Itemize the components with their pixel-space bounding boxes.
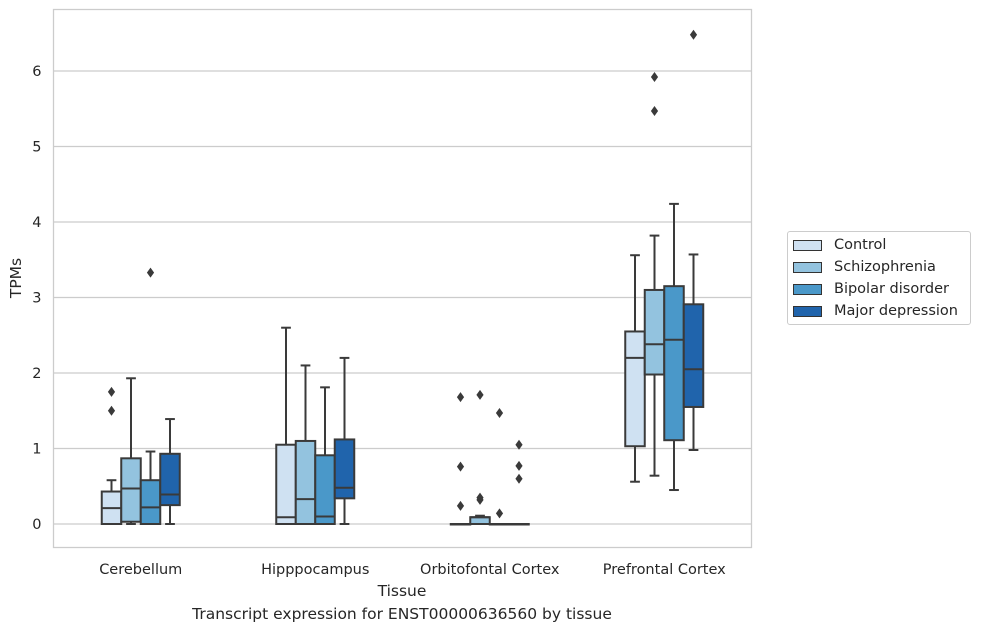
legend-label: Control [834, 237, 887, 253]
y-tick-label: 4 [32, 215, 41, 231]
y-tick-label: 0 [32, 517, 41, 533]
x-axis-title: Tissue [377, 582, 427, 600]
outlier-point [495, 408, 504, 419]
box [314, 454, 336, 526]
y-tick-label: 6 [32, 64, 41, 80]
y-tick-label: 2 [32, 366, 41, 382]
x-tick-label: Hipppocampus [261, 562, 369, 578]
outlier-point [146, 267, 155, 278]
chart-caption: Transcript expression for ENST0000063656… [192, 605, 612, 623]
y-tick-label: 5 [32, 140, 41, 156]
outlier-point [476, 492, 484, 503]
box [469, 516, 491, 526]
outlier-point [495, 508, 504, 519]
legend-item-schizophrenia: Schizophrenia [793, 257, 936, 277]
x-tick-label: Cerebellum [99, 562, 182, 578]
legend-label: Schizophrenia [834, 259, 936, 275]
x-tick-label: Prefrontal Cortex [603, 562, 726, 578]
y-tick-label: 3 [32, 291, 41, 307]
legend-label: Bipolar disorder [834, 281, 949, 297]
box [624, 330, 646, 448]
outlier-point [476, 389, 484, 400]
legend-swatch [793, 261, 822, 273]
box [294, 439, 317, 526]
legend-label: Major depression [834, 303, 958, 319]
legend-swatch [793, 283, 822, 295]
outlier-point [650, 72, 659, 83]
legend-swatch [793, 305, 822, 317]
plot-frame [52, 8, 753, 549]
outlier-point [689, 29, 698, 40]
box [682, 303, 705, 408]
outlier-point [107, 386, 116, 397]
box [333, 438, 356, 500]
box [663, 285, 685, 442]
legend: Control Schizophrenia Bipolar disorder M… [787, 231, 971, 325]
box [275, 443, 297, 526]
legend-swatch [793, 239, 822, 251]
legend-item-major-depression: Major depression [793, 301, 958, 321]
outlier-point [456, 392, 465, 403]
outlier-point [107, 405, 116, 416]
box [120, 457, 142, 523]
box [159, 452, 181, 507]
outlier-point [515, 460, 523, 471]
tick-labels: 0 1 2 3 4 5 6 Cerebellum Hipppocampus Orbitofonta… [32, 64, 726, 578]
box [139, 479, 162, 525]
boxes [100, 29, 705, 526]
outlier-point [456, 461, 465, 472]
y-axis-title: TPMs [7, 258, 25, 299]
legend-item-bipolar-disorder: Bipolar disorder [793, 279, 949, 299]
box [643, 288, 666, 376]
outlier-point [650, 106, 659, 117]
y-tick-label: 1 [32, 442, 41, 458]
x-tick-label: Orbitofontal Cortex [420, 562, 560, 578]
legend-item-control: Control [793, 235, 886, 255]
outlier-point [456, 500, 465, 511]
outlier-point [515, 439, 523, 450]
outlier-point [515, 473, 523, 484]
